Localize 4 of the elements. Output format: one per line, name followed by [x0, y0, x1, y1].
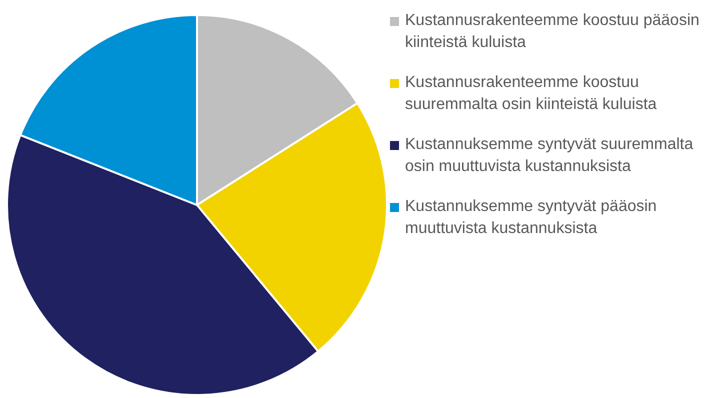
legend-label: Kustannusrakenteemme koostuu suuremmalta osin kiinteistä kuluista — [405, 73, 658, 115]
legend-label: Kustannuksemme syntyvät suuremmalta osin muuttuvista kustannuksista — [405, 135, 694, 177]
legend-label: Kustannuksemme syntyvät pääosin muuttuvista kustannuksista — [405, 197, 658, 239]
legend-label: Kustannusrakenteemme koostuu pääosin kiinteistä kuluista — [405, 11, 700, 53]
